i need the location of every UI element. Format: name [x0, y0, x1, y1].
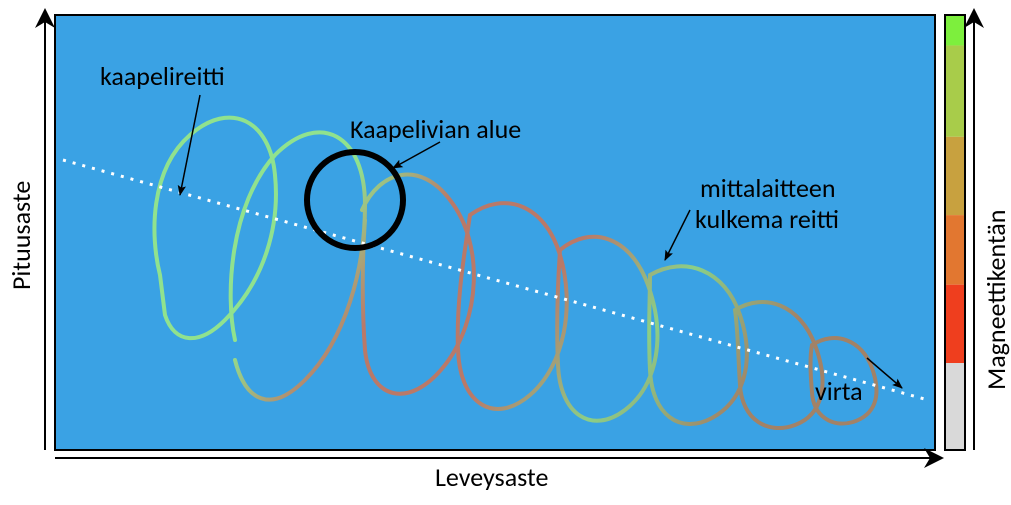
label-current: virta	[815, 375, 863, 407]
x-axis-label: Leveysaste	[435, 461, 548, 493]
label-device-path-l2: kulkema reitti	[695, 203, 839, 235]
label-fault-area: Kaapelivian alue	[350, 113, 521, 145]
label-device-path-l1: mittalaitteen	[700, 172, 836, 204]
label-cable-route: kaapelireitti	[100, 60, 225, 92]
colorbar-label: Magneettikentän voimakkuus	[980, 210, 1011, 390]
y-axis-label: Pituusaste	[5, 181, 37, 290]
figure-root: Leveysaste Pituusaste Magneettikentän vo…	[0, 0, 1011, 505]
colorbar	[945, 15, 965, 450]
